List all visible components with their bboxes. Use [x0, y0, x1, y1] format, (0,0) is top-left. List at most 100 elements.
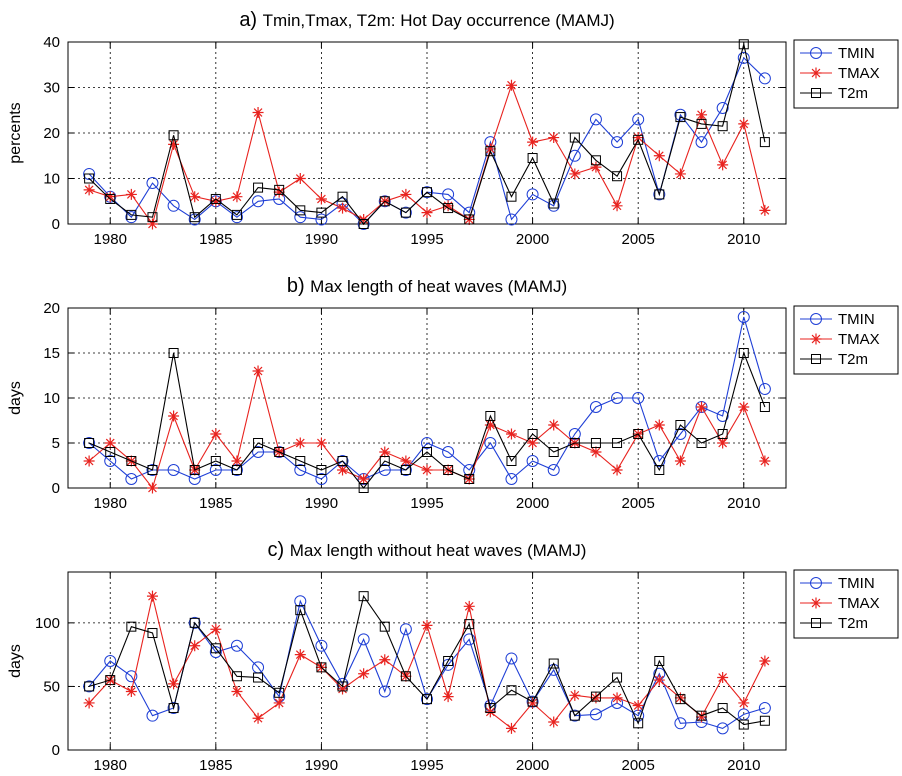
data-point-tmax [442, 691, 454, 703]
data-point-tmax [252, 365, 264, 377]
data-point-tmax [315, 437, 327, 449]
data-point-tmin [505, 652, 518, 665]
data-point-tmax [696, 711, 708, 723]
y-tick-label: 15 [43, 345, 60, 362]
legend-marker [811, 88, 821, 98]
data-point-t2m [274, 447, 285, 457]
data-point-t2m [675, 694, 686, 705]
data-point-t2m [316, 207, 327, 218]
legend-marker [810, 67, 822, 79]
data-point-tmax [189, 191, 201, 203]
data-point-tmin [252, 195, 265, 208]
data-point-t2m [379, 621, 390, 632]
data-point-tmax [358, 668, 370, 680]
data-point-tmax [273, 697, 285, 709]
y-axis-label: percents [7, 102, 24, 163]
data-point-tmin [83, 167, 96, 180]
data-point-tmax [104, 191, 116, 203]
data-point-tmin [589, 113, 602, 126]
x-tick-label: 1990 [305, 757, 338, 774]
series-line-tmin [88, 316, 766, 480]
data-point-tmin [399, 206, 412, 219]
y-tick-label: 40 [43, 34, 60, 51]
data-point-t2m [105, 447, 116, 457]
data-point-tmax [400, 188, 412, 200]
data-point-tmin [294, 595, 307, 608]
data-point-t2m [316, 465, 327, 475]
data-point-tmax [337, 464, 349, 476]
data-point-tmin [653, 188, 666, 201]
data-point-t2m [717, 703, 728, 714]
panel-letter: a) [239, 9, 262, 31]
y-tick-label: 30 [43, 80, 60, 97]
x-tick-label: 1985 [199, 231, 232, 248]
data-point-tmax [146, 482, 158, 494]
data-point-tmax [569, 168, 581, 180]
data-point-tmin [188, 616, 201, 629]
data-point-t2m [295, 205, 306, 216]
x-tick-label: 2000 [516, 231, 549, 248]
data-point-t2m [189, 465, 200, 475]
data-point-tmax [674, 168, 686, 180]
data-point-t2m [147, 465, 158, 475]
data-point-t2m [738, 348, 749, 358]
data-point-t2m [527, 429, 538, 439]
data-point-tmin [632, 113, 645, 126]
data-point-t2m [548, 658, 559, 669]
data-point-tmin [230, 639, 243, 652]
x-tick-label: 1995 [410, 231, 443, 248]
data-point-t2m [379, 196, 390, 207]
data-point-tmax [548, 716, 560, 728]
data-point-tmax [421, 464, 433, 476]
x-tick-label: 2010 [727, 495, 760, 512]
data-point-tmax [442, 200, 454, 212]
data-point-tmin [167, 199, 180, 212]
legend-label: TMAX [838, 595, 880, 612]
data-point-t2m [654, 656, 665, 666]
data-point-tmax [421, 619, 433, 631]
data-point-tmin [188, 213, 201, 226]
y-tick-label: 10 [43, 171, 60, 188]
data-point-t2m [633, 718, 644, 729]
data-point-t2m [295, 605, 306, 616]
data-point-tmax [210, 428, 222, 440]
data-point-t2m [422, 447, 432, 457]
data-point-tmin [674, 428, 687, 440]
data-point-t2m [84, 438, 95, 448]
data-point-tmax [168, 678, 180, 690]
data-point-tmin [378, 685, 391, 698]
data-point-tmax [379, 654, 391, 666]
data-point-tmin [442, 188, 455, 201]
data-point-t2m [633, 134, 644, 145]
data-point-tmax [653, 674, 665, 686]
data-point-tmax [358, 473, 370, 485]
data-point-tmax [527, 136, 539, 148]
chart-title: a) Tmin,Tmax, T2m: Hot Day occurrence (M… [239, 9, 614, 31]
data-point-tmax [125, 686, 137, 698]
data-point-t2m [548, 447, 559, 457]
x-tick-label: 2005 [621, 495, 654, 512]
data-point-t2m [633, 429, 644, 439]
y-tick-label: 20 [43, 300, 60, 317]
data-point-tmin [83, 680, 96, 693]
legend-marker [810, 47, 822, 59]
data-point-tmax [527, 697, 539, 709]
data-point-tmax [104, 437, 116, 449]
data-point-tmin [547, 464, 560, 476]
data-point-tmax [653, 419, 665, 431]
data-point-t2m [464, 214, 475, 225]
data-point-t2m [717, 429, 728, 439]
legend-label: T2m [838, 351, 868, 368]
legend-label: TMIN [838, 45, 875, 62]
data-point-tmax [273, 186, 285, 198]
data-point-tmin [716, 101, 729, 114]
data-point-t2m [274, 184, 285, 195]
legend-label: TMAX [838, 65, 880, 82]
data-point-t2m [506, 456, 517, 466]
data-point-t2m [168, 703, 179, 714]
data-point-t2m [126, 456, 137, 466]
data-point-t2m [84, 173, 95, 184]
data-point-tmin [294, 211, 307, 224]
data-point-tmin [611, 136, 624, 149]
